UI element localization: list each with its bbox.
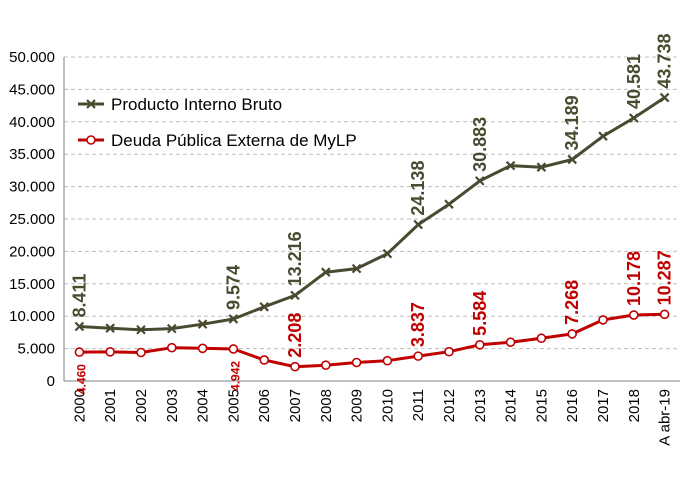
data-point	[321, 267, 331, 277]
data-label: 24.138	[408, 161, 428, 216]
legend-label: Deuda Pública Externa de MyLP	[111, 131, 357, 150]
y-tick-label: 15.000	[9, 276, 55, 293]
data-point	[74, 347, 85, 357]
data-label: 7.268	[562, 280, 582, 325]
data-point	[598, 131, 608, 141]
data-point	[290, 290, 300, 301]
data-label: 10.287	[655, 250, 675, 305]
data-point	[444, 346, 454, 357]
data-point	[382, 355, 393, 366]
x-tick-label: 2016	[564, 389, 581, 422]
data-point	[505, 337, 516, 347]
data-point	[197, 319, 208, 329]
y-axis: 0 5.000 10.000 15.000 20.000 25.000 30.000 35.0…	[9, 49, 65, 390]
x-tick-label: 2001	[102, 389, 119, 422]
data-point	[567, 154, 577, 165]
y-tick-label: 20.000	[9, 243, 55, 260]
data-point	[167, 323, 177, 334]
y-tick-label: 45.000	[9, 81, 55, 98]
data-point	[629, 113, 639, 123]
data-label: 10.178	[624, 251, 644, 306]
series-line	[79, 312, 665, 369]
data-label: 4.942	[228, 361, 242, 391]
data-point	[567, 329, 578, 339]
legend: Producto Interno Bruto Deuda Pública Exte…	[78, 95, 357, 150]
data-point	[351, 263, 362, 274]
data-labels: 8.411 9.574 13.216 24.138 30.883 34.189 40.581…	[69, 34, 674, 395]
x-tick-label: 2015	[533, 389, 550, 422]
data-point	[167, 342, 177, 353]
series-group	[74, 92, 670, 372]
data-point	[259, 355, 270, 365]
data-label: 43.738	[655, 34, 675, 89]
data-point	[444, 199, 454, 209]
data-point	[74, 321, 85, 332]
data-point	[105, 347, 115, 357]
data-label: 34.189	[562, 95, 582, 150]
x-tick-label: 2002	[133, 389, 150, 422]
legend-marker	[86, 99, 96, 109]
data-point	[659, 92, 670, 103]
data-point	[105, 323, 115, 333]
data-point	[259, 302, 269, 312]
x-tick-label: 2017	[595, 389, 612, 422]
x-tick-label: 2005	[225, 389, 242, 422]
data-label: 4.460	[74, 364, 88, 394]
y-tick-label: 0	[47, 373, 55, 390]
x-tick-label: 2000	[71, 389, 88, 422]
data-point	[351, 357, 362, 368]
y-tick-label: 10.000	[9, 308, 55, 325]
x-tick-label: 2006	[256, 389, 273, 422]
data-point	[382, 248, 393, 259]
data-point	[505, 160, 516, 171]
data-point	[197, 343, 208, 354]
x-tick-label: 2008	[318, 389, 335, 422]
y-tick-label: 5.000	[17, 341, 55, 358]
x-tick-label: 2009	[349, 389, 366, 422]
data-point	[659, 309, 670, 320]
data-point	[598, 315, 608, 325]
x-tick-label: 2003	[164, 389, 181, 422]
data-label: 3.837	[408, 302, 428, 347]
data-point	[536, 162, 547, 172]
data-point	[474, 340, 485, 350]
data-point	[320, 360, 331, 370]
x-tick-label: 2010	[379, 389, 396, 422]
y-tick-label: 30.000	[9, 179, 55, 196]
data-point	[136, 347, 146, 358]
y-tick-label: 25.000	[9, 211, 55, 228]
series-line	[79, 96, 666, 332]
x-tick-label: 2004	[195, 389, 212, 422]
x-tick-label: 2007	[287, 389, 304, 422]
data-label: 40.581	[624, 54, 644, 109]
data-label: 13.216	[285, 231, 305, 286]
y-tick-label: 50.000	[9, 49, 55, 66]
data-label: 30.883	[470, 117, 490, 172]
x-tick-label: 2014	[503, 389, 520, 422]
data-label: 5.584	[470, 291, 490, 336]
y-tick-label: 40.000	[9, 114, 55, 131]
data-point	[413, 219, 423, 230]
data-point	[536, 333, 547, 344]
data-point	[628, 310, 639, 320]
data-point	[290, 361, 300, 372]
x-tick-label: 2011	[410, 389, 427, 421]
y-tick-label: 35.000	[9, 146, 55, 163]
data-point	[413, 351, 424, 361]
data-label: 8.411	[69, 273, 89, 317]
x-tick-label: 2018	[626, 389, 643, 422]
legend-marker	[86, 135, 96, 145]
data-point	[475, 176, 485, 186]
legend-label: Producto Interno Bruto	[111, 95, 282, 114]
x-tick-label: A abr-19	[657, 389, 674, 446]
x-tick-label: 2013	[472, 389, 489, 422]
data-point	[228, 344, 239, 354]
data-point	[136, 324, 146, 335]
x-axis: 2000 2001 2002 2003 2004 2005 2006 2007 2008 2009…	[64, 380, 680, 446]
data-label: 2.208	[285, 313, 305, 358]
data-point	[228, 314, 239, 324]
x-tick-label: 2012	[441, 389, 458, 422]
data-label: 9.574	[223, 265, 243, 310]
